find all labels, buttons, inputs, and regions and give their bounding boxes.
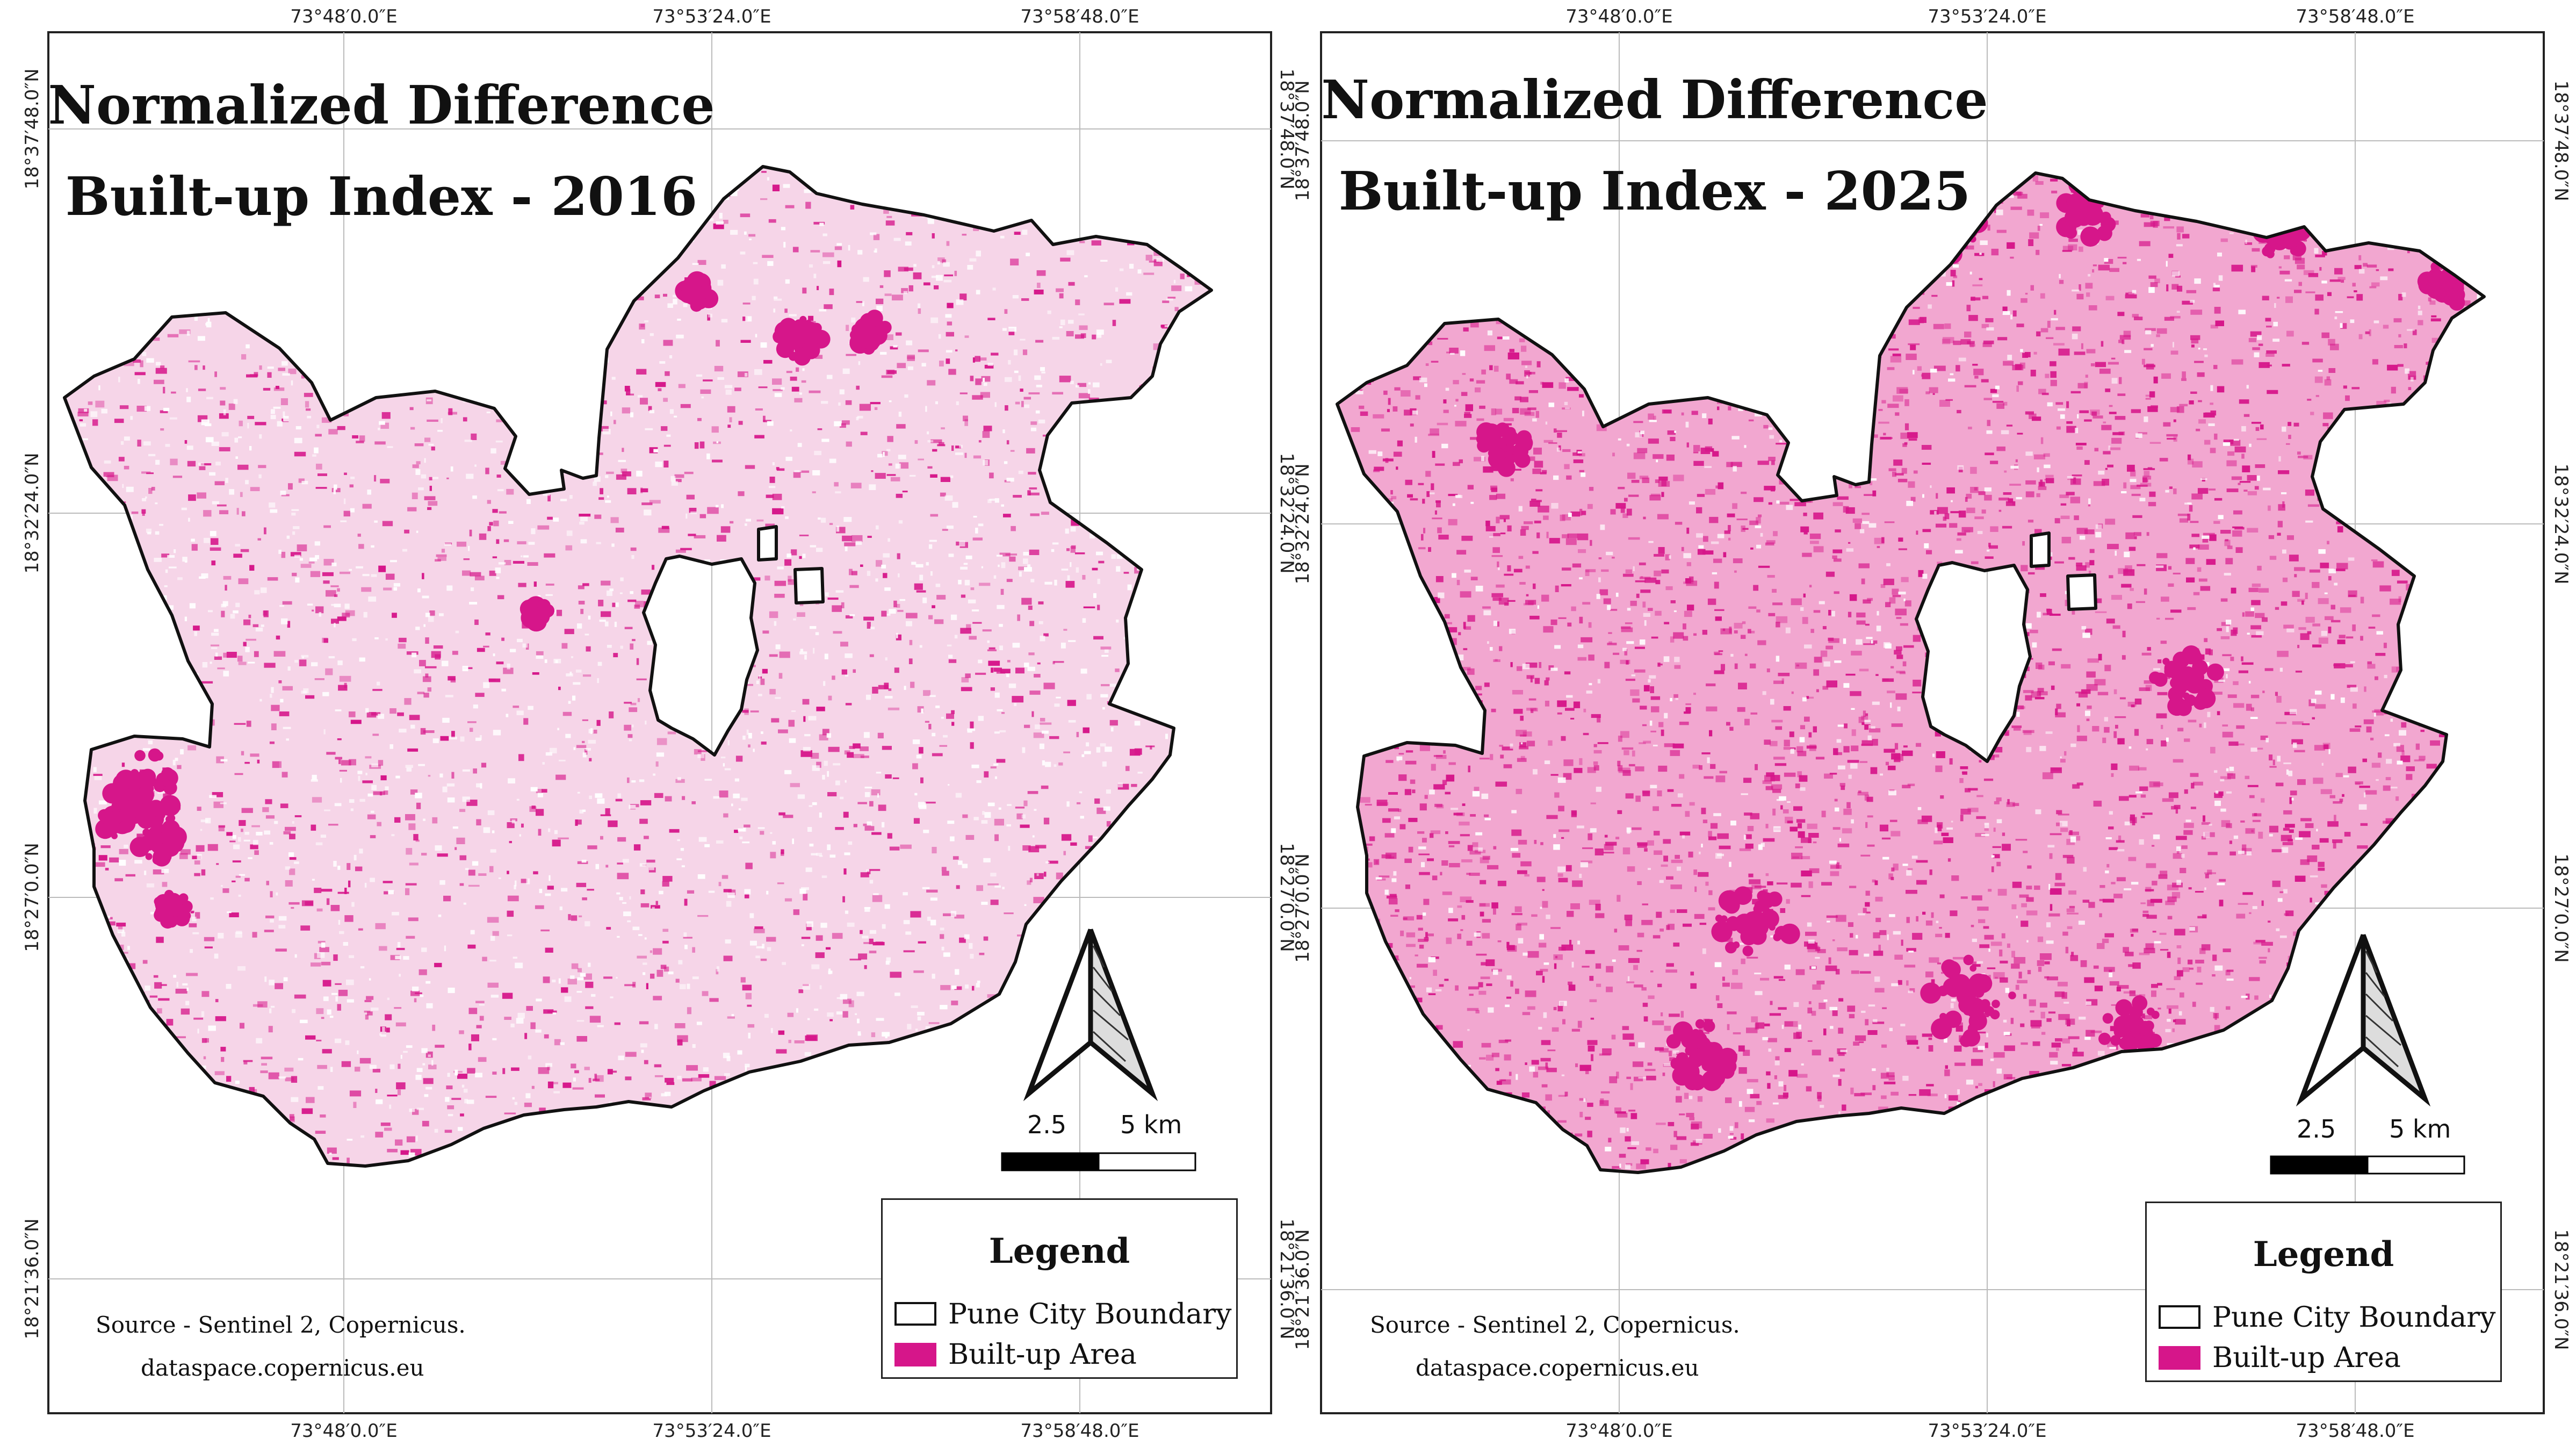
lon-label-bottom-2: 73°53′24.0″E [1928, 1420, 2047, 1442]
legend-swatch-boundary [2159, 1305, 2200, 1329]
scale-label-mid: 2.5 [1027, 1110, 1067, 1139]
legend-swatch-built-up [894, 1343, 936, 1366]
lon-label-bottom-1: 73°48′0.0″E [1565, 1420, 1673, 1442]
lat-label-left-3: 18°27′0.0″N [21, 843, 43, 952]
lon-label-top-1: 73°48′0.0″E [290, 6, 398, 27]
lat-label-left-2: 18°32′24.0″N [1292, 463, 1314, 585]
legend-label-built-up: Built-up Area [948, 1339, 1137, 1371]
pune-city-boundary [63, 165, 1213, 1168]
scale-label-end: 5 km [2389, 1114, 2451, 1143]
map-canvas-2025 [1320, 31, 2545, 1414]
source-line1: Source - Sentinel 2, Copernicus. [96, 1312, 466, 1338]
legend: Legend Pune City Boundary Built-up Area [881, 1198, 1238, 1379]
lat-label-right-4: 18°21′36.0″N [2550, 1229, 2572, 1350]
map-title-line1: Normalized Difference [48, 75, 715, 136]
legend-label-boundary: Pune City Boundary [948, 1298, 1232, 1330]
lat-label-left-1: 18°37′48.0″N [21, 68, 43, 190]
north-arrow-icon [1023, 929, 1158, 1102]
lon-label-top-2: 73°53′24.0″E [652, 6, 771, 27]
lat-label-left-4: 18°21′36.0″N [1292, 1229, 1314, 1350]
lat-label-left-4: 18°21′36.0″N [21, 1218, 43, 1340]
pune-city-boundary [1336, 171, 2486, 1174]
lon-label-top-2: 73°53′24.0″E [1928, 6, 2047, 27]
source-line1: Source - Sentinel 2, Copernicus. [1370, 1312, 1740, 1338]
lon-label-top-3: 73°58′48.0″E [2296, 6, 2415, 27]
lon-label-bottom-3: 73°58′48.0″E [2296, 1420, 2415, 1442]
scale-bar [2270, 1155, 2465, 1175]
legend-label-built-up: Built-up Area [2212, 1342, 2401, 1374]
map-title-line1: Normalized Difference [1321, 69, 1988, 131]
lon-label-bottom-1: 73°48′0.0″E [290, 1420, 398, 1442]
lat-label-left-1: 18°37′48.0″N [1292, 80, 1314, 202]
map-canvas-2016 [47, 31, 1272, 1414]
legend-swatch-boundary [894, 1302, 936, 1326]
lon-label-bottom-3: 73°58′48.0″E [1020, 1420, 1139, 1442]
lat-label-right-2: 18°32′24.0″N [2550, 463, 2572, 585]
lon-label-bottom-2: 73°53′24.0″E [652, 1420, 771, 1442]
lat-label-right-3: 18°27′0.0″N [2550, 853, 2572, 963]
legend-swatch-built-up [2159, 1346, 2200, 1370]
lon-label-top-1: 73°48′0.0″E [1565, 6, 1673, 27]
map-title-line2: Built-up Index - 2016 [65, 166, 698, 228]
lat-label-right-1: 18°37′48.0″N [2550, 80, 2572, 202]
lat-label-left-3: 18°27′0.0″N [1292, 853, 1314, 963]
legend: Legend Pune City Boundary Built-up Area [2145, 1202, 2502, 1382]
scale-label-end: 5 km [1120, 1110, 1182, 1139]
legend-title: Legend [2253, 1234, 2394, 1275]
legend-label-boundary: Pune City Boundary [2212, 1301, 2496, 1334]
source-line2: dataspace.copernicus.eu [1416, 1355, 1699, 1381]
scale-label-mid: 2.5 [2297, 1114, 2336, 1143]
lon-label-top-3: 73°58′48.0″E [1020, 6, 1139, 27]
source-line2: dataspace.copernicus.eu [141, 1355, 424, 1381]
map-title-line2: Built-up Index - 2025 [1338, 161, 1971, 222]
map-panel-2016: 73°48′0.0″E 73°53′24.0″E 73°58′48.0″E 73… [21, 6, 1297, 1442]
north-arrow-icon [2296, 934, 2431, 1107]
map-panel-2025: 73°48′0.0″E 73°53′24.0″E 73°58′48.0″E 73… [1287, 0, 2576, 1453]
scale-bar [1001, 1152, 1196, 1171]
lat-label-left-2: 18°32′24.0″N [21, 452, 43, 574]
legend-title: Legend [988, 1231, 1130, 1271]
